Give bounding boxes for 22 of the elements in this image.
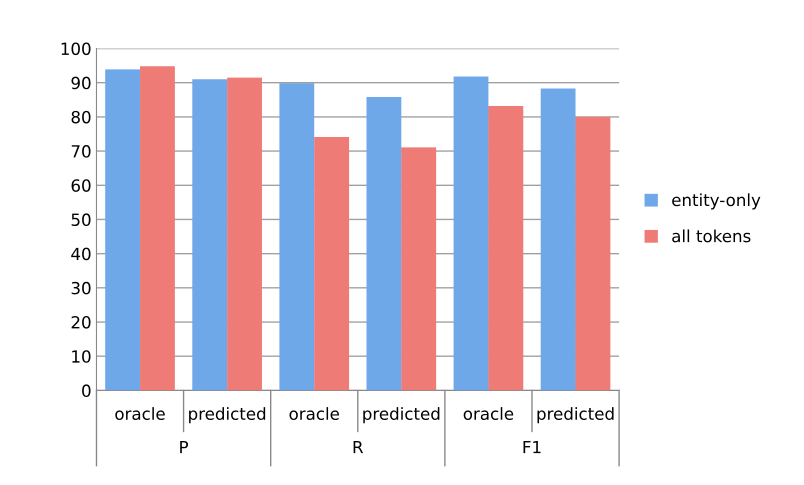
y-tick-label: 90 <box>71 76 91 90</box>
y-tick-label: 50 <box>72 213 91 226</box>
legend-label: entity-only <box>672 193 760 210</box>
x-tick-label: oracle <box>464 407 514 420</box>
x-tick-label: predicted <box>363 407 440 424</box>
x-tick-label: oracle <box>289 407 339 420</box>
legend-label: all tokens <box>672 229 750 242</box>
y-tick-label: 80 <box>72 110 91 124</box>
y-tick-label: 40 <box>71 248 91 260</box>
text: F1 <box>524 441 541 454</box>
y-tick-label: 60 <box>72 179 91 192</box>
text: P <box>180 441 188 454</box>
x-tick-label: oracle <box>115 407 165 420</box>
y-tick-label: 70 <box>72 145 91 158</box>
y-tick-label: 30 <box>72 282 91 294</box>
y-tick-label: 100 <box>62 42 91 56</box>
x-tick-label: predicted <box>189 407 266 424</box>
y-tick-label: 20 <box>72 316 91 329</box>
y-tick-label: 10 <box>72 350 91 363</box>
y-tick-label: 0 <box>82 384 91 397</box>
text: R <box>354 441 364 454</box>
x-tick-label: predicted <box>538 407 614 424</box>
